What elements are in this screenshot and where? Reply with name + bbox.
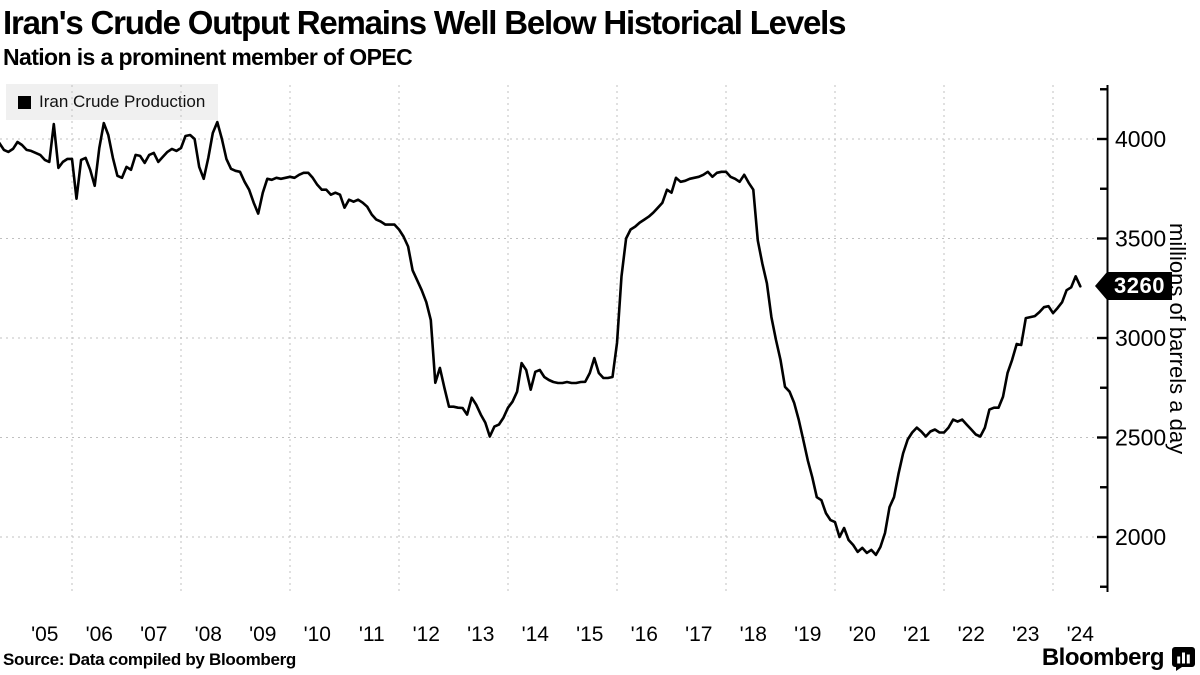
y-tick-label: 3000 <box>1115 325 1166 351</box>
bloomberg-logo: Bloomberg <box>1042 644 1196 672</box>
y-tick-label: 2500 <box>1115 425 1166 451</box>
badge-value: 3260 <box>1107 272 1172 300</box>
x-tick-label: '05 <box>31 623 58 646</box>
x-tick-label: '19 <box>794 623 821 646</box>
x-tick-label: '09 <box>249 623 276 646</box>
x-tick-label: '06 <box>86 623 113 646</box>
chart-subtitle: Nation is a prominent member of OPEC <box>3 44 413 70</box>
x-tick-label: '16 <box>631 623 658 646</box>
x-tick-label: '11 <box>359 623 385 646</box>
legend-label: Iran Crude Production <box>39 92 206 111</box>
x-tick-label: '23 <box>1012 623 1039 646</box>
x-tick-label: '18 <box>740 623 767 646</box>
legend: Iran Crude Production <box>6 84 218 120</box>
bloomberg-chart-bubble-icon <box>1172 646 1195 671</box>
x-tick-label: '24 <box>1067 623 1095 646</box>
x-tick-label: '17 <box>685 623 712 646</box>
x-tick-label: '07 <box>140 623 167 646</box>
y-tick-label: 3500 <box>1115 226 1166 252</box>
y-tick-label: 2000 <box>1115 524 1166 550</box>
bloomberg-wordmark: Bloomberg <box>1041 644 1165 671</box>
x-tick-label: '10 <box>304 623 331 646</box>
y-tick-label: 4000 <box>1115 126 1166 152</box>
x-tick-label: '22 <box>958 623 985 646</box>
x-tick-label: '14 <box>522 623 550 646</box>
source-note: Source: Data compiled by Bloomberg <box>3 650 297 669</box>
x-tick-label: '20 <box>849 623 876 646</box>
legend-swatch-icon <box>18 95 31 109</box>
y-axis-title: millions of barrels a day <box>1165 222 1190 455</box>
x-tick-label: '15 <box>576 623 603 646</box>
last-value-badge: 3260 <box>1095 272 1172 300</box>
badge-arrow-icon <box>1095 272 1107 300</box>
chart-title: Iran's Crude Output Remains Well Below H… <box>3 4 846 41</box>
x-tick-label: '08 <box>195 623 222 646</box>
x-tick-label: '21 <box>903 623 930 646</box>
production-line <box>0 120 1082 557</box>
x-tick-label: '12 <box>413 623 440 646</box>
x-tick-label: '13 <box>467 623 494 646</box>
